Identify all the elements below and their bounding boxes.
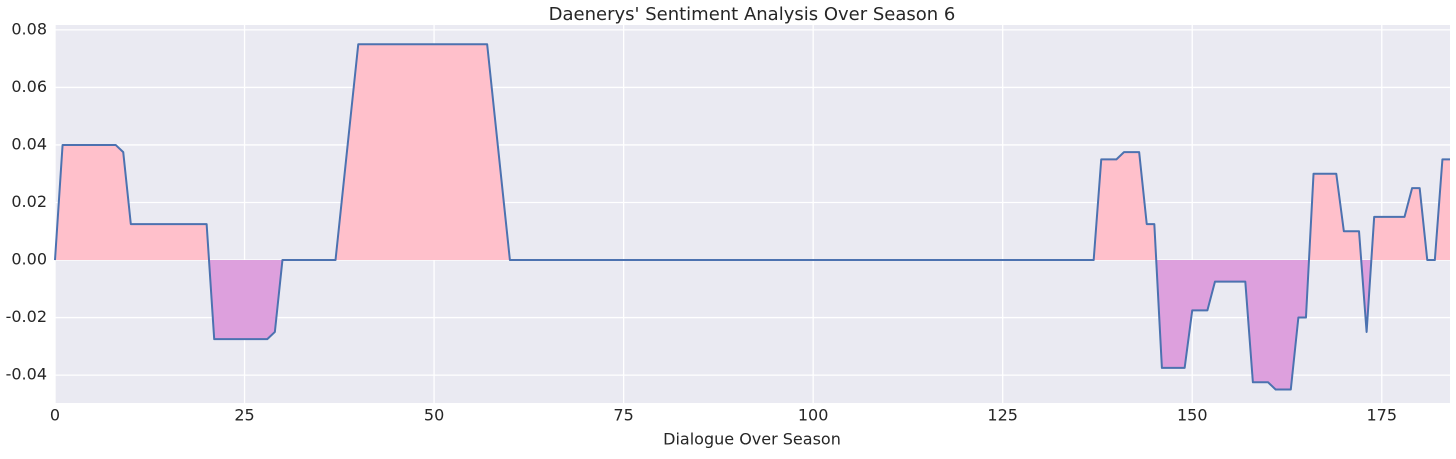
chart-title: Daenerys' Sentiment Analysis Over Season… (549, 4, 956, 25)
x-tick-label: 125 (987, 406, 1018, 425)
y-tick-label: -0.04 (6, 365, 47, 384)
x-tick-label: 0 (50, 406, 60, 425)
y-tick-label: 0.00 (11, 250, 47, 269)
x-tick-label: 25 (234, 406, 254, 425)
y-tick-label: 0.04 (11, 134, 47, 153)
y-tick-label: 0.02 (11, 192, 47, 211)
x-tick-label: 50 (424, 406, 444, 425)
y-tick-label: 0.06 (11, 77, 47, 96)
x-tick-label: 75 (613, 406, 633, 425)
line (54, 43, 1450, 391)
y-tick-label: 0.08 (11, 19, 47, 38)
x-axis-label: Dialogue Over Season (663, 430, 841, 449)
area-negative (208, 260, 1372, 390)
x-tick-label: 100 (798, 406, 829, 425)
x-tick-label: 175 (1366, 406, 1397, 425)
y-tick-label: -0.02 (6, 307, 47, 326)
plot-background (55, 25, 1450, 403)
x-tick-label: 150 (1177, 406, 1208, 425)
area-positive (55, 44, 1450, 261)
